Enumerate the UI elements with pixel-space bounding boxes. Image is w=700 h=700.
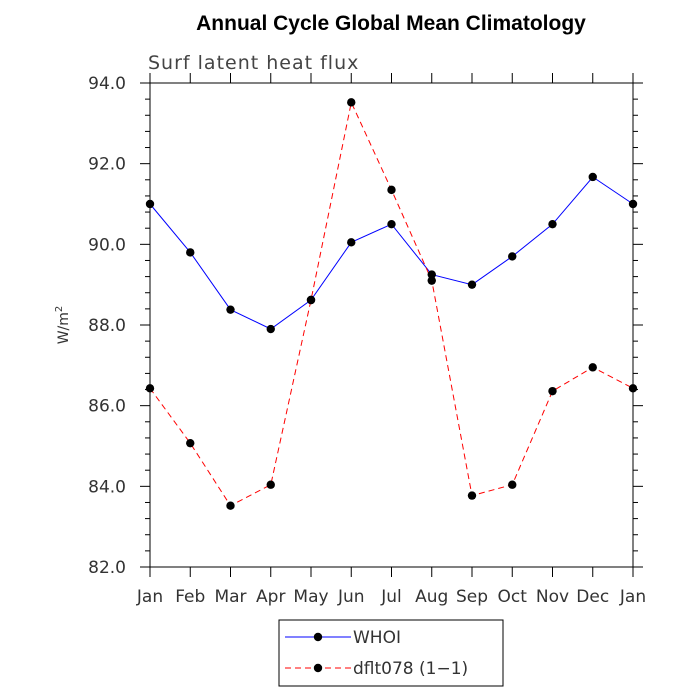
legend-label-whoi: WHOI <box>353 628 401 648</box>
data-point-dflt078 <box>628 384 638 393</box>
data-point-whoi <box>628 199 638 209</box>
chart-subtitle: Surf latent heat flux <box>148 52 359 74</box>
legend-marker-dflt078 <box>313 663 323 673</box>
x-tick-label: Sep <box>456 587 488 607</box>
data-point-whoi <box>427 270 436 279</box>
data-point-whoi <box>145 199 155 209</box>
data-point-dflt078 <box>588 363 597 372</box>
y-axis-label-unit: W/m <box>56 312 72 344</box>
y-axis-label-exponent: 2 <box>54 306 65 312</box>
y-tick-label: 94.0 <box>88 74 126 94</box>
data-point-dflt078 <box>186 438 195 448</box>
x-tick-label: Jun <box>337 587 365 607</box>
y-tick-label: 90.0 <box>88 235 126 255</box>
data-point-whoi <box>508 252 517 261</box>
series-line-dflt078 <box>149 100 634 507</box>
y-axis-label: W/m2 <box>54 306 72 345</box>
axis-ticks <box>140 73 643 577</box>
x-tick-label: Mar <box>214 587 246 607</box>
x-tick-label: Aug <box>415 587 448 607</box>
x-tick-label: Nov <box>536 587 569 607</box>
data-point-dflt078 <box>467 491 477 500</box>
legend-marker-whoi <box>313 632 323 642</box>
data-point-dflt078 <box>266 480 275 489</box>
legend-box <box>278 619 504 687</box>
x-tick-label: Feb <box>175 587 205 607</box>
data-point-whoi <box>588 172 597 182</box>
data-point-dflt078 <box>306 295 316 305</box>
data-point-whoi <box>467 280 477 289</box>
series-layer <box>145 98 638 510</box>
data-point-dflt078 <box>427 276 436 285</box>
x-tick-labels: Jan Feb Mar Apr May Jun Jul Aug Sep Oct Nov Dec Jan <box>136 587 646 607</box>
legend-label-dflt078: dflt078 (1−1) <box>353 659 468 679</box>
y-tick-label: 92.0 <box>88 155 126 175</box>
plot-frame <box>149 82 634 568</box>
y-tick-label: 88.0 <box>88 316 126 336</box>
x-tick-label: Jul <box>380 587 402 607</box>
data-point-whoi <box>186 248 195 257</box>
x-tick-label: May <box>293 587 328 607</box>
y-tick-label: 82.0 <box>88 558 126 578</box>
data-point-dflt078 <box>387 185 396 195</box>
x-tick-label: Oct <box>498 587 528 607</box>
series-line-whoi <box>149 176 634 330</box>
data-point-dflt078 <box>508 480 517 489</box>
data-point-dflt078 <box>226 501 235 510</box>
data-point-dflt078 <box>347 98 356 107</box>
y-tick-label: 84.0 <box>88 477 126 497</box>
y-tick-label: 86.0 <box>88 397 126 417</box>
x-tick-label: Jan <box>619 587 646 607</box>
data-point-whoi <box>548 219 557 229</box>
x-tick-label: Dec <box>576 587 609 607</box>
data-point-dflt078 <box>145 384 155 393</box>
data-point-whoi <box>347 238 356 247</box>
data-point-whoi <box>387 219 396 229</box>
chart-title: Annual Cycle Global Mean Climatology <box>196 12 586 35</box>
x-tick-label: Apr <box>256 587 285 607</box>
y-tick-labels: 82.0 84.0 86.0 88.0 90.0 92.0 94.0 <box>88 74 126 578</box>
data-point-whoi <box>226 305 235 314</box>
data-point-whoi <box>266 324 275 334</box>
data-point-dflt078 <box>548 386 557 396</box>
legend: WHOI dflt078 (1−1) <box>278 619 504 687</box>
x-tick-label: Jan <box>136 587 163 607</box>
